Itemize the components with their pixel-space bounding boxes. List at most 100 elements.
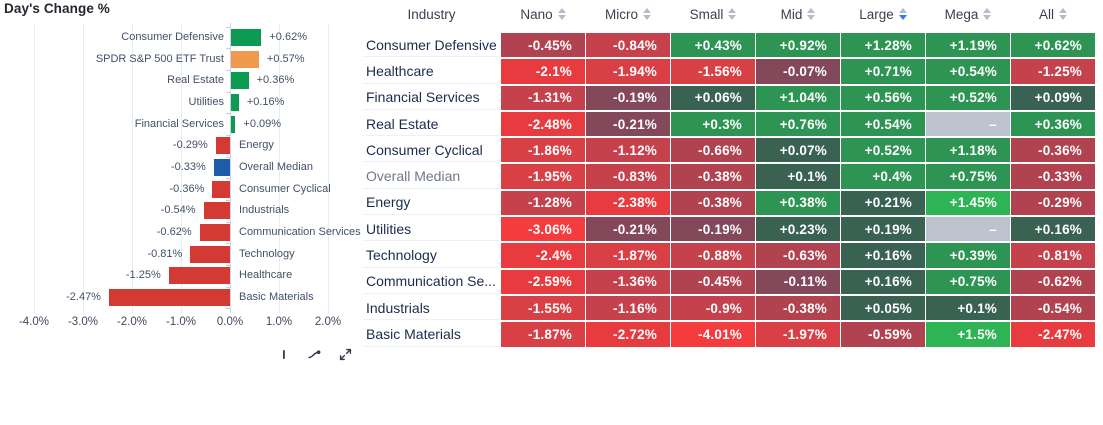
row-label-real-estate[interactable]: Real Estate (363, 112, 500, 137)
heatmap-cell-basic-materials-micro: -2.72% (586, 322, 670, 347)
heatmap-cell-energy-small: -0.38% (671, 190, 755, 216)
sort-icon[interactable] (1059, 8, 1067, 20)
column-header-micro[interactable]: Micro (586, 0, 670, 28)
bar-label: Energy (239, 139, 274, 152)
sort-up-arrow (643, 8, 651, 13)
bar-value-label: +0.09% (243, 117, 282, 130)
bar-healthcare (168, 267, 230, 285)
sort-icon[interactable] (643, 8, 651, 20)
heatmap-cell-consumer-defensive-mid: +0.92% (756, 33, 840, 58)
heatmap-cell-communication-se-mega: +0.75% (926, 269, 1010, 294)
column-header-label: Industry (407, 6, 456, 22)
sort-down-arrow (557, 15, 566, 20)
heatmap-cell-financial-services-nano: -1.31% (501, 85, 585, 110)
row-label-healthcare[interactable]: Healthcare (363, 59, 500, 84)
row-label-energy[interactable]: Energy (363, 191, 500, 216)
heatmap-cell-basic-materials-all: -2.47% (1011, 322, 1095, 347)
column-header-mid[interactable]: Mid (756, 0, 840, 28)
axis-tick (226, 26, 230, 28)
heatmap-cell-industrials-mid: -0.38% (756, 295, 840, 321)
axis-tick (226, 178, 230, 180)
bar-financial-services (231, 115, 236, 133)
sort-icon[interactable] (728, 8, 737, 20)
heatmap-cell-communication-se-all: -0.62% (1011, 269, 1095, 294)
heatmap-cell-overall-median-micro: -0.83% (586, 164, 670, 189)
axis-tick (226, 243, 230, 245)
column-header-label: Large (859, 6, 894, 22)
sort-icon[interactable] (807, 8, 816, 20)
heatmap-cell-overall-median-large: +0.4% (841, 164, 925, 189)
days-change-chart: Day's Change % -4.0% -3.0% -2.0% -1.0% 0.0% 1… (0, 0, 363, 425)
row-label-consumer-defensive[interactable]: Consumer Defensive (363, 33, 500, 58)
heatmap-cell-technology-nano: -2.4% (501, 243, 585, 268)
column-header-small[interactable]: Small (671, 0, 755, 28)
heatmap-cell-industrials-small: -0.9% (671, 295, 755, 321)
row-label-financial-services[interactable]: Financial Services (363, 86, 500, 110)
heatmap-cell-basic-materials-nano: -1.87% (501, 322, 585, 347)
row-label-industrials[interactable]: Industrials (363, 296, 500, 321)
expand-icon[interactable] (338, 347, 353, 362)
heatmap-cell-consumer-cyclical-nano: -1.86% (501, 138, 585, 163)
heatmap-cell-healthcare-micro: -1.94% (586, 59, 670, 84)
bar-label: Consumer Defensive (121, 31, 224, 43)
column-header-large[interactable]: Large (841, 0, 925, 28)
axis-tick (226, 221, 230, 223)
row-label-technology[interactable]: Technology (363, 243, 500, 268)
sort-icon[interactable] (557, 8, 566, 20)
x-tick-label: -3.0% (67, 316, 99, 328)
sort-icon[interactable] (898, 8, 907, 20)
axis-tick (226, 199, 230, 201)
bar-value-label: -0.36% (169, 182, 205, 195)
heatmap-cell-communication-se-nano: -2.59% (501, 269, 585, 294)
sort-up-arrow (1059, 8, 1067, 13)
x-tick-label: -1.0% (165, 316, 197, 328)
heatmap-cell-consumer-defensive-micro: -0.84% (586, 33, 670, 58)
heatmap-cell-industrials-all: -0.54% (1011, 295, 1095, 321)
sort-icon[interactable] (983, 8, 992, 20)
row-label-communication-se[interactable]: Communication Se... (363, 270, 500, 294)
x-tick-label: 0.0% (216, 316, 244, 328)
heatmap-cell-consumer-cyclical-mid: +0.07% (756, 138, 840, 163)
sort-up-arrow (898, 8, 907, 13)
bar-label: Healthcare (239, 269, 293, 282)
row-label-utilities[interactable]: Utilities (363, 217, 500, 242)
axis-tick (226, 156, 230, 158)
bar-label: Technology (239, 247, 295, 260)
heatmap-cell-utilities-large: +0.19% (841, 217, 925, 242)
chart-toolbar (276, 347, 353, 362)
sort-down-arrow (807, 15, 816, 20)
row-label-consumer-cyclical[interactable]: Consumer Cyclical (363, 138, 500, 163)
bar-overall-median (213, 159, 230, 177)
column-header-nano[interactable]: Nano (501, 0, 585, 28)
bar-tool-icon[interactable] (276, 347, 291, 362)
column-header-mega[interactable]: Mega (926, 0, 1010, 28)
heatmap-cell-energy-large: +0.21% (841, 190, 925, 216)
gridline (230, 23, 231, 313)
column-header-label: Mid (780, 6, 803, 22)
column-header-all[interactable]: All (1011, 0, 1095, 28)
row-label-overall-median[interactable]: Overall Median (363, 164, 500, 189)
heatmap-cell-utilities-nano: -3.06% (501, 217, 585, 242)
industry-heatmap-table: Industry Nano Micro Small Mid Large Mega All Con… (363, 0, 1103, 425)
sort-up-arrow (557, 8, 566, 13)
axis-tick (226, 113, 230, 115)
heatmap-cell-healthcare-small: -1.56% (671, 59, 755, 84)
column-header-label: Small (689, 6, 724, 22)
bar-value-label: -0.54% (160, 204, 196, 217)
axis-tick (226, 308, 230, 310)
bar-label: Communication Services (239, 226, 361, 239)
column-header-label: Micro (605, 6, 638, 22)
heatmap-cell-healthcare-large: +0.71% (841, 59, 925, 84)
heatmap-cell-financial-services-mega: +0.52% (926, 85, 1010, 110)
heatmap-cell-communication-se-small: -0.45% (671, 269, 755, 294)
bar-label: Financial Services (134, 117, 224, 130)
heatmap-cell-financial-services-all: +0.09% (1011, 85, 1095, 110)
row-label-basic-materials[interactable]: Basic Materials (363, 322, 500, 347)
heatmap-table: Industry Nano Micro Small Mid Large Mega All Con… (363, 0, 1103, 347)
heatmap-cell-consumer-defensive-all: +0.62% (1011, 33, 1095, 58)
heatmap-cell-utilities-micro: -0.21% (586, 217, 670, 242)
heatmap-cell-healthcare-all: -1.25% (1011, 59, 1095, 84)
sort-down-arrow (983, 15, 992, 20)
heatmap-cell-consumer-cyclical-all: -0.36% (1011, 138, 1095, 163)
line-chart-icon[interactable] (307, 347, 322, 362)
